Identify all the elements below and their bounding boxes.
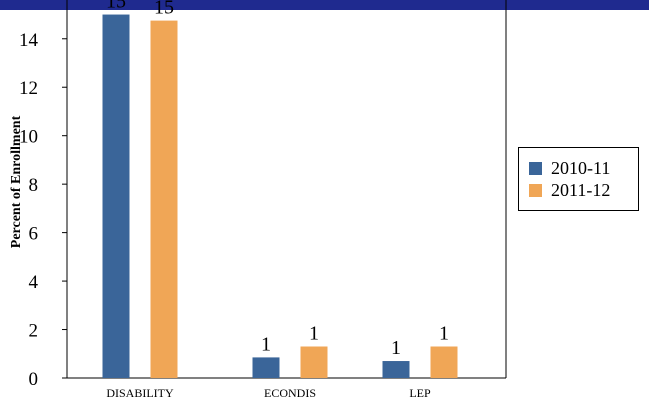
data-label-disability-2010-11: 15 bbox=[106, 0, 126, 13]
header-band bbox=[0, 0, 649, 10]
y-tick-label: 6 bbox=[29, 224, 39, 245]
bar-econdis-2010-11 bbox=[252, 357, 280, 378]
legend-swatch-2011-12 bbox=[529, 183, 542, 197]
y-tick-label: 12 bbox=[19, 78, 38, 99]
legend-item-2010-11: 2010-11 bbox=[529, 157, 610, 179]
bar-econdis-2011-12 bbox=[300, 346, 328, 378]
legend: 2010-11 2011-12 bbox=[518, 147, 639, 211]
x-category-label-lep: LEP bbox=[409, 386, 431, 400]
bar-disability-2010-11 bbox=[102, 14, 130, 379]
x-category-label-disability: DISABILITY bbox=[106, 386, 174, 400]
y-tick-label: 0 bbox=[29, 369, 39, 390]
y-tick-label: 14 bbox=[19, 30, 39, 51]
bar-lep-2010-11 bbox=[382, 361, 410, 378]
bar-lep-2011-12 bbox=[430, 346, 458, 378]
x-category-label-econdis: ECONDIS bbox=[264, 386, 316, 400]
legend-label-2011-12: 2011-12 bbox=[551, 179, 611, 200]
data-label-lep-2010-11: 1 bbox=[391, 337, 401, 359]
data-label-econdis-2010-11: 1 bbox=[261, 333, 271, 355]
data-label-econdis-2011-12: 1 bbox=[309, 323, 319, 345]
legend-swatch-2010-11 bbox=[529, 161, 542, 175]
y-tick-label: 4 bbox=[29, 272, 39, 293]
y-axis-label: Percent of Enrollment bbox=[9, 115, 24, 248]
data-label-disability-2011-12: 15 bbox=[154, 0, 174, 19]
y-tick-label: 10 bbox=[19, 127, 38, 148]
y-tick-label: 8 bbox=[29, 175, 39, 196]
data-label-lep-2011-12: 1 bbox=[439, 323, 449, 345]
legend-label-2010-11: 2010-11 bbox=[551, 157, 611, 178]
y-tick-label: 2 bbox=[29, 321, 39, 342]
legend-item-2011-12: 2011-12 bbox=[529, 179, 610, 201]
bar-disability-2011-12 bbox=[150, 20, 178, 378]
